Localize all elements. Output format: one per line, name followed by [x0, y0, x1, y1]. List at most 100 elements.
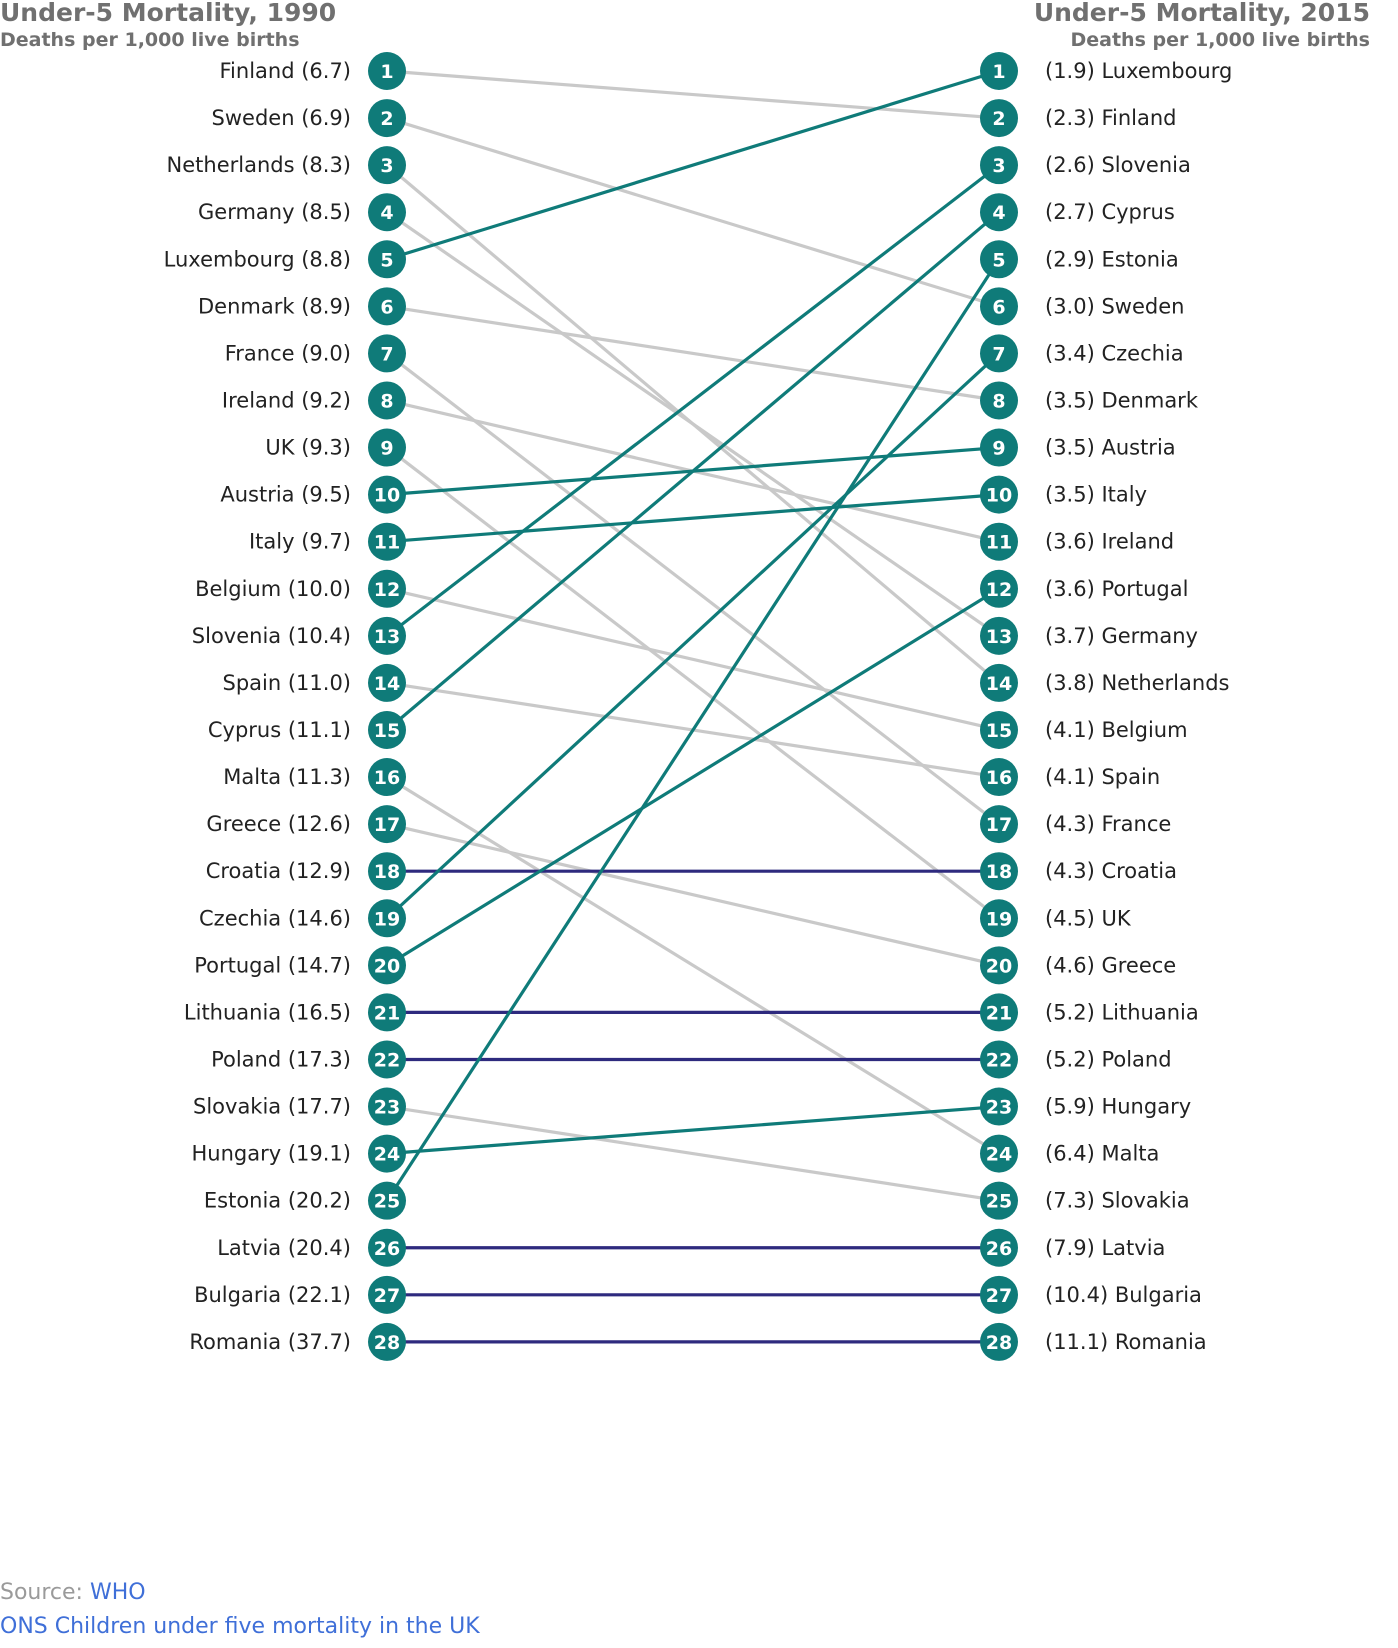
left-rank-number: 13: [374, 626, 400, 648]
left-rank-marker: [368, 1040, 406, 1079]
left-rank-number: 3: [380, 155, 393, 177]
right-rank-number: 7: [992, 343, 1005, 365]
right-rank-number: 16: [986, 767, 1012, 789]
left-rank-marker: [368, 993, 406, 1032]
left-country-label: Slovenia (10.4): [192, 624, 351, 648]
left-rank-marker: [368, 805, 406, 844]
connector-finland: [386, 69, 1000, 120]
left-country-label: Malta (11.3): [223, 765, 351, 789]
left-rank-marker: [368, 287, 406, 326]
left-country-label: Lithuania (16.5): [184, 1000, 351, 1024]
right-rank-marker: [980, 99, 1018, 138]
right-country-label: (5.2) Lithuania: [1045, 1000, 1199, 1024]
right-rank-marker: [980, 1275, 1018, 1314]
left-subtitle: Deaths per 1,000 live births: [0, 29, 300, 51]
left-rank-marker: [368, 193, 406, 232]
left-rank-number: 1: [380, 61, 393, 83]
right-rank-number: 24: [986, 1144, 1012, 1166]
left-rank-number: 28: [374, 1332, 400, 1354]
left-country-label: Hungary (19.1): [192, 1142, 352, 1166]
source-link-who[interactable]: WHO: [89, 1580, 146, 1605]
right-rank-number: 28: [986, 1332, 1012, 1354]
right-rank-number: 15: [986, 720, 1012, 742]
right-country-label: (3.6) Ireland: [1045, 530, 1174, 554]
left-rank-marker: [368, 428, 406, 467]
right-rank-marker: [980, 899, 1018, 938]
connector-uk: [386, 446, 1000, 920]
left-rank-number: 25: [374, 1191, 400, 1213]
connector-sweden: [386, 116, 1000, 308]
left-rank-number: 18: [374, 861, 400, 883]
left-rank-number: 15: [374, 720, 400, 742]
right-country-label: (2.3) Finland: [1045, 106, 1177, 130]
right-country-label: (6.4) Malta: [1045, 1142, 1159, 1166]
right-country-label: (4.6) Greece: [1045, 953, 1176, 977]
right-country-label: (2.9) Estonia: [1045, 247, 1179, 271]
connector-denmark: [386, 304, 1000, 403]
left-country-label: Cyprus (11.1): [208, 718, 351, 742]
right-rank-number: 23: [986, 1097, 1012, 1119]
left-country-label: Austria (9.5): [220, 483, 351, 507]
left-country-label: Portugal (14.7): [194, 953, 351, 977]
right-rank-marker: [980, 758, 1018, 797]
right-rank-number: 8: [992, 390, 1005, 412]
left-rank-marker: [368, 99, 406, 138]
left-rank-marker: [368, 1275, 406, 1314]
left-rank-number: 22: [374, 1049, 400, 1071]
right-rank-marker: [980, 146, 1018, 185]
right-country-label: (5.9) Hungary: [1045, 1095, 1191, 1119]
right-country-label: (3.0) Sweden: [1045, 294, 1184, 318]
right-country-label: (1.9) Luxembourg: [1045, 59, 1232, 83]
connector-lines: [385, 69, 1001, 1344]
left-rank-marker: [368, 240, 406, 279]
right-rank-marker: [980, 1228, 1018, 1267]
ons-report-link[interactable]: ONS Children under five mortality in the…: [0, 1614, 480, 1639]
left-rank-marker: [368, 1134, 406, 1173]
left-country-label: France (9.0): [225, 341, 351, 365]
connector-germany: [386, 210, 1000, 638]
right-rank-number: 4: [992, 202, 1005, 224]
connector-cyprus: [385, 210, 1001, 732]
right-rank-marker: [980, 287, 1018, 326]
right-country-label: (3.7) Germany: [1045, 624, 1198, 648]
connector-malta: [386, 775, 1000, 1155]
right-rank-number: 5: [992, 249, 1005, 271]
left-country-label: Bulgaria (22.1): [194, 1283, 351, 1307]
right-rank-marker: [980, 946, 1018, 985]
left-rank-number: 4: [380, 202, 393, 224]
left-rank-number: 6: [380, 296, 393, 318]
left-rank-marker: [368, 899, 406, 938]
left-country-label: Luxembourg (8.8): [164, 247, 351, 271]
left-country-label: Romania (37.7): [189, 1330, 351, 1354]
left-rank-number: 26: [374, 1238, 400, 1260]
left-rank-number: 14: [374, 673, 400, 695]
right-rank-marker: [980, 993, 1018, 1032]
right-rank-number: 12: [986, 579, 1012, 601]
left-header: Under-5 Mortality, 1990 Deaths per 1,000…: [0, 0, 336, 50]
left-country-label: Croatia (12.9): [206, 859, 351, 883]
left-rank-number: 8: [380, 390, 393, 412]
right-rank-marker: [980, 852, 1018, 891]
left-country-label: Netherlands (8.3): [167, 153, 351, 177]
right-rank-number: 19: [986, 908, 1012, 930]
left-country-label: Spain (11.0): [223, 671, 352, 695]
source-line: Source: WHO: [0, 1580, 146, 1605]
left-rank-number: 5: [380, 249, 393, 271]
right-rank-marker: [980, 569, 1018, 608]
right-country-label: (3.5) Italy: [1045, 483, 1147, 507]
left-rank-number: 11: [374, 532, 400, 554]
left-rank-marker: [368, 852, 406, 891]
right-header: Under-5 Mortality, 2015 Deaths per 1,000…: [1034, 0, 1370, 50]
right-rank-marker: [980, 616, 1018, 655]
right-rank-number: 26: [986, 1238, 1012, 1260]
left-rank-marker: [368, 381, 406, 420]
right-rank-marker: [980, 381, 1018, 420]
left-country-label: Ireland (9.2): [222, 388, 351, 412]
right-rank-marker: [980, 710, 1018, 749]
left-rank-number: 20: [374, 955, 400, 977]
right-rank-marker: [980, 428, 1018, 467]
left-rank-marker: [368, 569, 406, 608]
left-country-label: Estonia (20.2): [204, 1189, 351, 1213]
right-rank-number: 10: [986, 485, 1012, 507]
